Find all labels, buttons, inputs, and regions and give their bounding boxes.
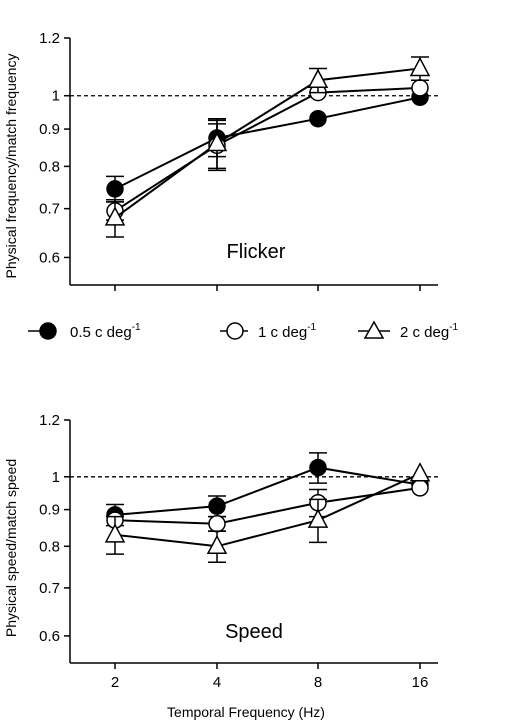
legend-item-1cpd: 1 c deg-1	[220, 322, 317, 341]
speed-y-tick-label: 0.9	[39, 502, 60, 519]
speed-series-line-filled-circle	[114, 466, 421, 516]
flicker-point-open-triangle	[307, 68, 329, 89]
flicker-panel-label: Flicker	[227, 241, 286, 263]
speed-y-tick-label: 0.8	[39, 538, 60, 555]
flicker-point-open-circle	[411, 79, 429, 97]
flicker-y-axis-label: Physical frequency/match frequency	[3, 54, 19, 279]
speed-x-tick-label: 8	[314, 674, 322, 691]
speed-y-tick-label: 0.7	[39, 580, 60, 597]
speed-point-open-triangle	[206, 534, 228, 555]
speed-y-tick-label: 1.2	[39, 412, 60, 429]
speed-series-line-open-circle	[114, 486, 421, 525]
speed-panel: Physical speed/match speed Speed Tempora…	[3, 412, 438, 720]
flicker-point-open-triangle	[206, 131, 228, 152]
legend-item-2cpd: 2 c deg-1	[358, 320, 459, 341]
flicker-series-line-open-triangle	[114, 67, 421, 219]
filled-circle-icon	[39, 322, 57, 340]
speed-point-open-circle	[411, 479, 429, 497]
speed-point-filled-circle	[208, 497, 226, 515]
speed-point-open-circle	[208, 515, 226, 533]
flicker-y-tick-label: 0.8	[39, 158, 60, 175]
legend-label-2cpd: 2 c deg-1	[400, 322, 459, 341]
flicker-series-line-open-circle	[114, 86, 421, 212]
x-axis-label: Temporal Frequency (Hz)	[167, 704, 325, 720]
flicker-series-line-filled-circle	[114, 96, 421, 190]
legend-label-0.5cpd: 0.5 c deg-1	[70, 322, 141, 341]
speed-x-tick-label: 16	[412, 674, 429, 691]
flicker-y-tick-label: 0.7	[39, 201, 60, 218]
speed-point-filled-circle	[309, 458, 327, 477]
speed-series-line-open-triangle	[114, 472, 421, 548]
flicker-point-open-triangle	[104, 206, 126, 226]
speed-y-tick-label: 0.6	[39, 628, 60, 645]
speed-y-axis-label: Physical speed/match speed	[3, 459, 19, 637]
flicker-point-filled-circle	[106, 180, 124, 198]
flicker-y-tick-label: 1.2	[39, 30, 60, 47]
open-circle-icon	[226, 322, 244, 340]
flicker-y-tick-label: 0.6	[39, 249, 60, 266]
speed-y-tick-label: 1	[52, 469, 60, 486]
speed-point-open-triangle	[104, 523, 126, 543]
flicker-point-filled-circle	[309, 109, 327, 128]
speed-point-open-triangle	[409, 462, 431, 482]
legend-label-1cpd: 1 c deg-1	[258, 322, 317, 341]
legend: 0.5 c deg-1 1 c deg-1 2 c deg-1	[28, 320, 459, 341]
flicker-point-open-triangle	[409, 56, 431, 77]
flicker-panel: Physical frequency/match frequency Flick…	[3, 30, 438, 291]
open-triangle-icon	[363, 320, 385, 339]
flicker-y-tick-label: 0.9	[39, 121, 60, 138]
legend-item-0.5cpd: 0.5 c deg-1	[28, 322, 141, 341]
flicker-y-tick-label: 1	[52, 88, 60, 105]
speed-panel-label: Speed	[225, 621, 283, 643]
speed-x-tick-label: 2	[111, 674, 119, 691]
speed-point-open-triangle	[307, 508, 329, 528]
speed-x-tick-label: 4	[213, 674, 221, 691]
